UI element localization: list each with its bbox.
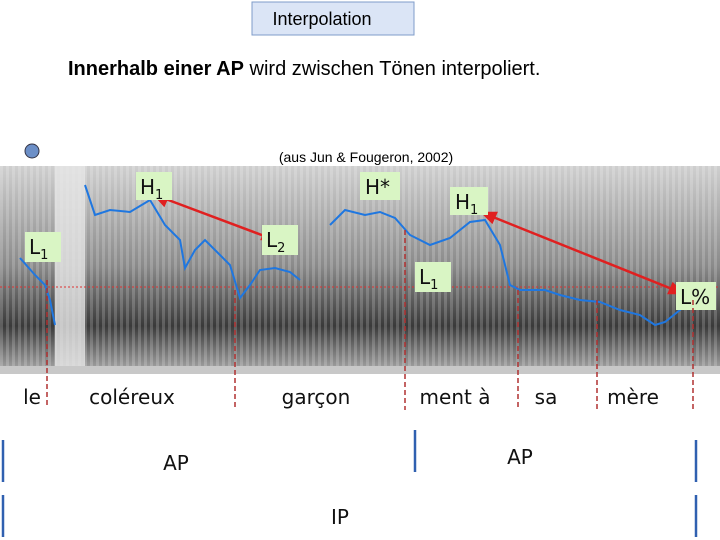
tone-box: [262, 225, 298, 255]
text-part: H: [455, 190, 470, 214]
word: sa: [535, 385, 558, 409]
text-part: 1: [155, 188, 163, 203]
word: mère: [607, 385, 659, 409]
word: coléreux: [89, 385, 175, 409]
tone-box: [676, 282, 716, 310]
tone-box: [360, 172, 400, 200]
tone-label: L%: [680, 285, 710, 309]
text-part: L: [419, 265, 431, 289]
speaker-icon: [24, 143, 40, 159]
text-part: L: [266, 228, 278, 252]
tone-box: [25, 232, 61, 262]
subtitle-bold: Innerhalb einer AP: [68, 58, 244, 80]
tone-box: [136, 172, 172, 200]
tone-box: [450, 187, 488, 215]
tone-label: H*: [365, 175, 390, 199]
pitch-contour: [19, 184, 691, 327]
text-part: H*: [365, 175, 390, 199]
text-part: 2: [277, 241, 285, 256]
phrase-label: IP: [331, 505, 349, 529]
tone-label: L1: [419, 265, 438, 293]
text-part: H: [140, 175, 155, 199]
text-part: 1: [470, 203, 478, 218]
phrase-label: AP: [163, 451, 189, 475]
tone-box: [415, 262, 451, 292]
tone-label: L2: [266, 228, 285, 256]
subtitle-rest: wird zwischen Tönen interpoliert.: [244, 58, 540, 80]
word-boundaries: [46, 230, 694, 410]
citation: (aus Jun & Fougeron, 2002): [279, 149, 453, 165]
tone-label: L1: [29, 235, 48, 263]
word: ment à: [420, 385, 491, 409]
subtitle: Innerhalb einer AP wird zwischen Tönen i…: [68, 58, 540, 80]
word: garçon: [282, 385, 351, 409]
spectrogram-base: [0, 366, 720, 374]
tone-label: H1: [140, 175, 163, 203]
title-box: [251, 1, 415, 36]
phrase-boundaries: [1, 430, 698, 537]
text-part: 1: [430, 278, 438, 293]
tone-label: H1: [455, 190, 478, 218]
text-part: L: [29, 235, 41, 259]
text-part: 1: [40, 248, 48, 263]
title: Interpolation: [272, 9, 371, 29]
word: le: [23, 385, 41, 409]
silence: [55, 166, 85, 366]
phrase-label: AP: [507, 445, 533, 469]
text-part: L%: [680, 285, 710, 309]
